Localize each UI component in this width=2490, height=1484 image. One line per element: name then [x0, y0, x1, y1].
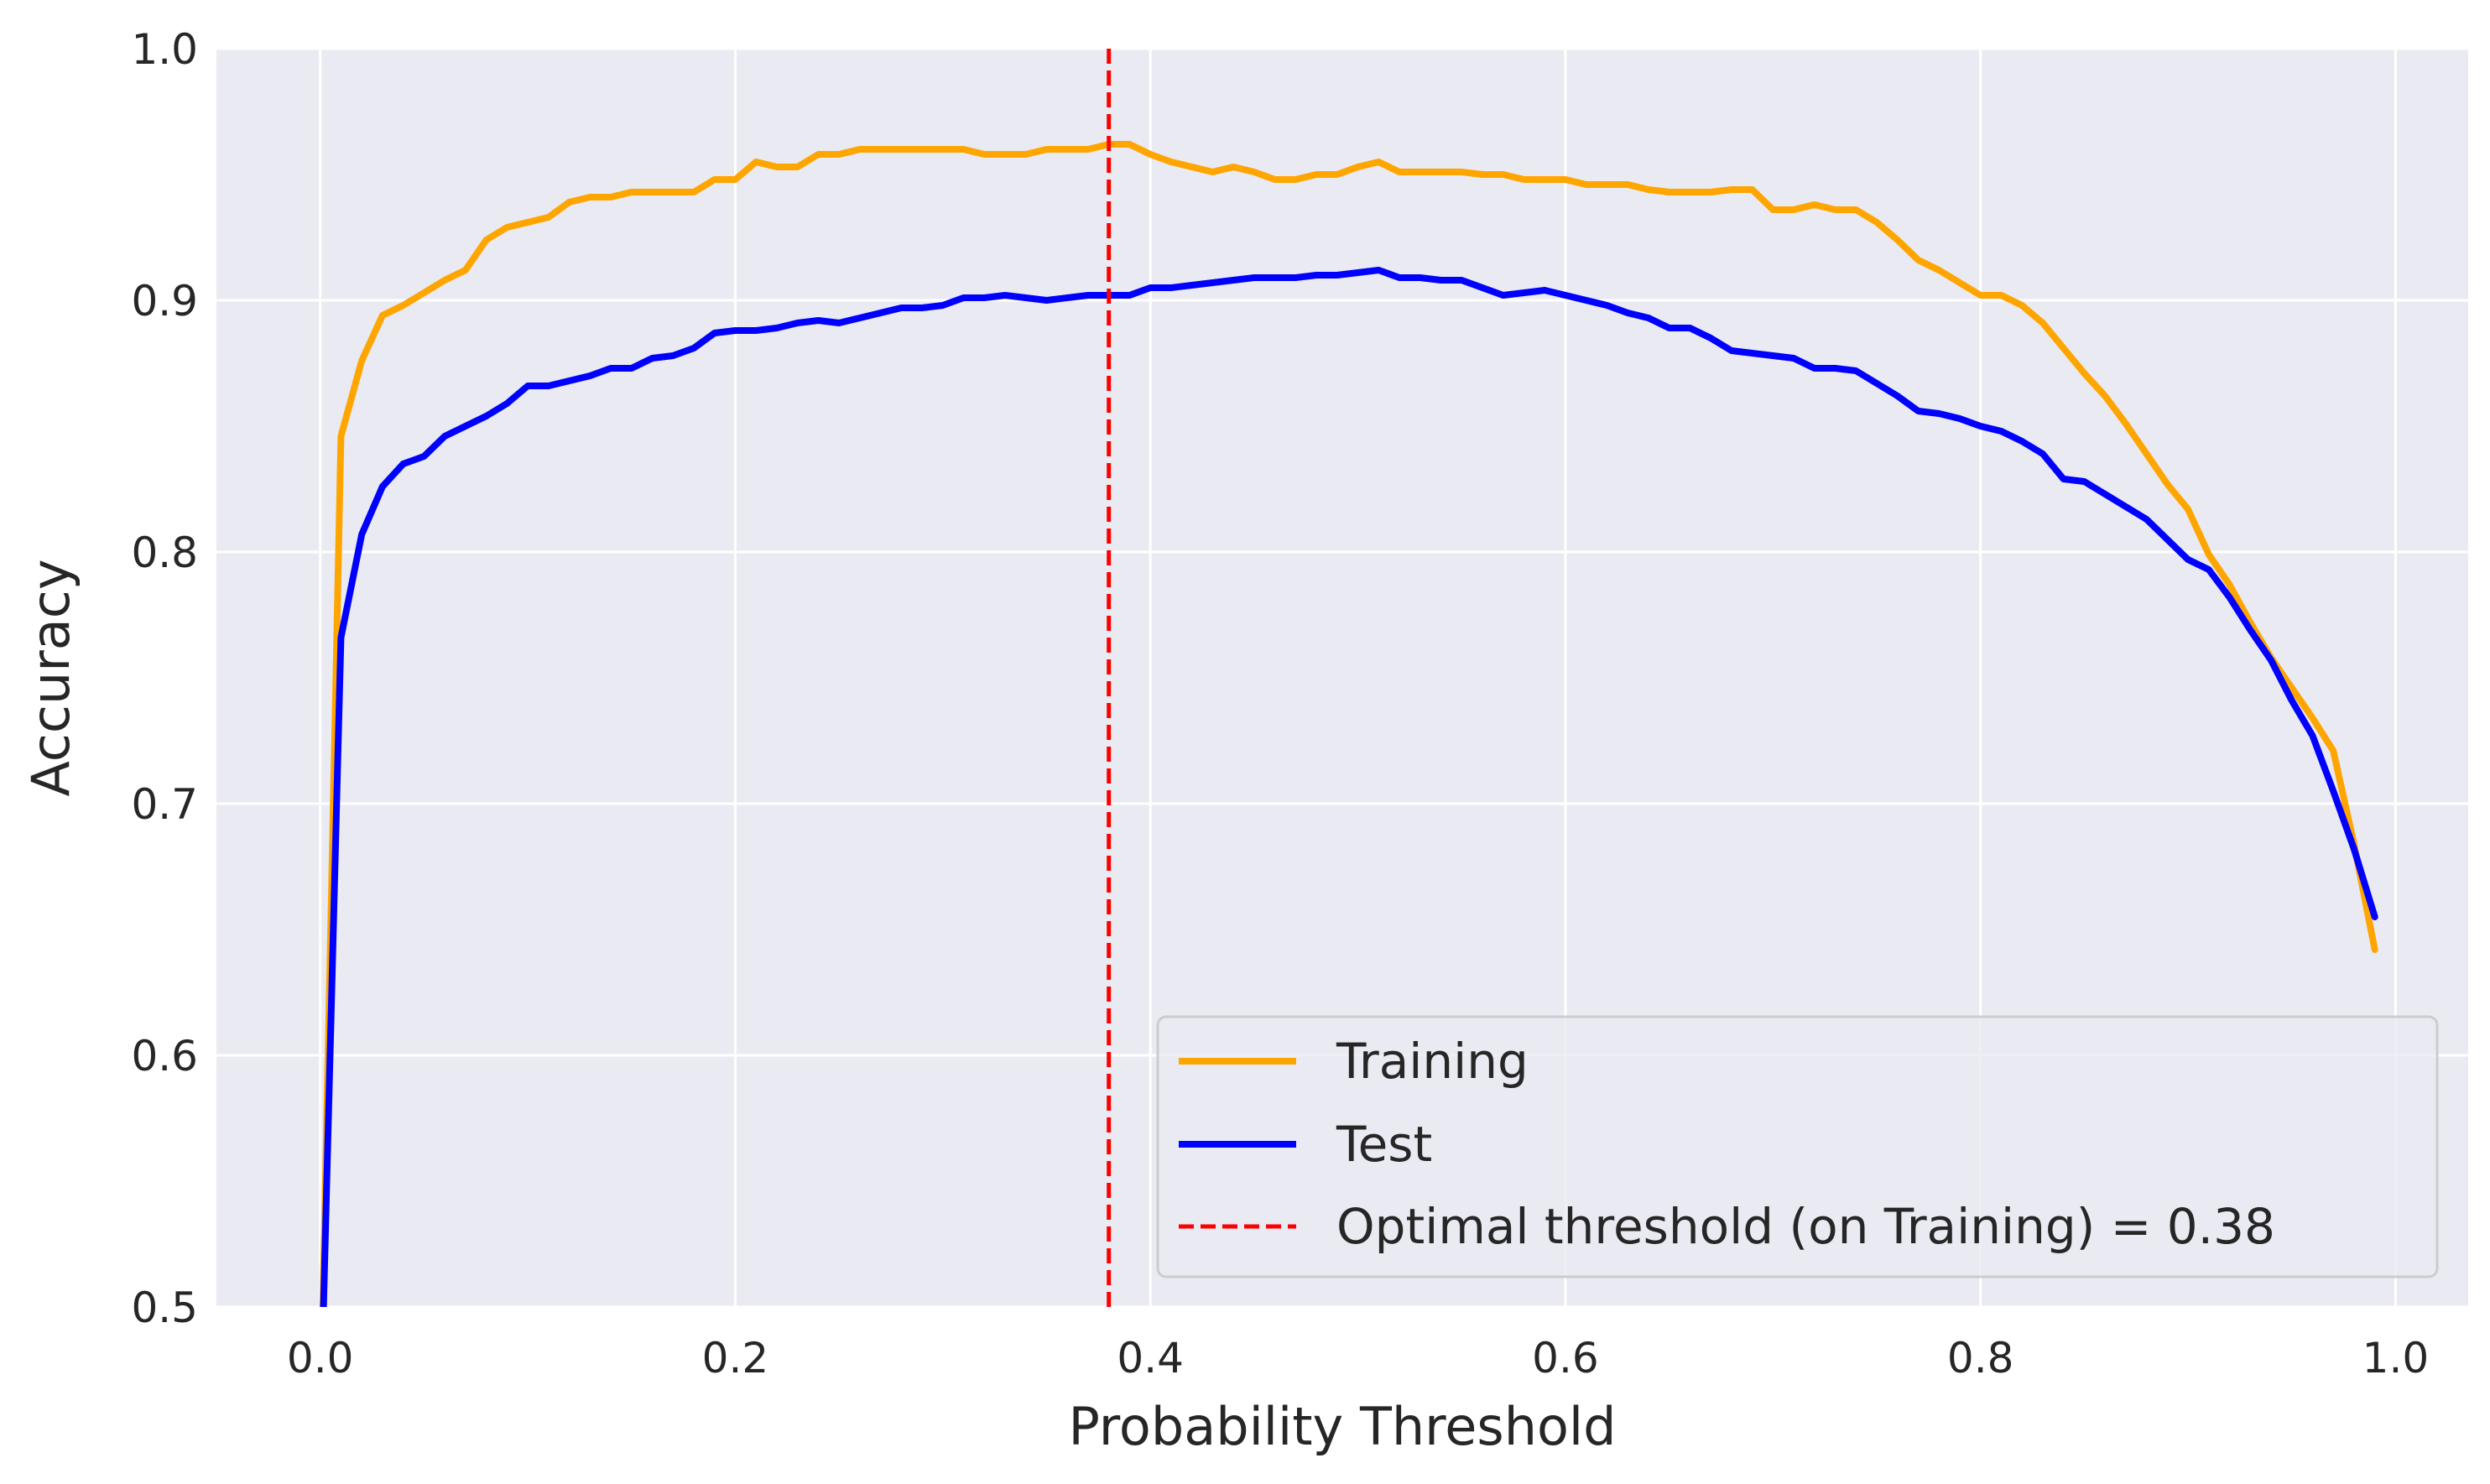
series-line-test	[320, 267, 2378, 1307]
x-tick-label: 0.8	[1947, 1334, 2014, 1382]
x-tick-label: 0.4	[1117, 1334, 1184, 1382]
x-tick-label: 0.6	[1532, 1334, 1599, 1382]
legend-label-training: Training	[1336, 1033, 1529, 1090]
x-axis-label: Probability Threshold	[1069, 1396, 1617, 1457]
y-tick-label: 0.5	[131, 1284, 198, 1332]
y-tick-label: 0.6	[131, 1032, 198, 1080]
tick-labels: 0.0 0.2 0.4 0.6 0.8 1.0 0.5 0.6 0.7 0.8 0.9 1.0	[131, 25, 2429, 1382]
legend-label-optimal-threshold: Optimal threshold (on Training) = 0.38	[1336, 1198, 2275, 1255]
y-tick-label: 0.7	[131, 780, 198, 829]
y-tick-label: 0.8	[131, 529, 198, 577]
y-tick-label: 1.0	[131, 25, 198, 74]
series-line-training	[319, 141, 2378, 1307]
x-tick-label: 0.0	[287, 1334, 354, 1382]
y-tick-label: 0.9	[131, 277, 198, 325]
legend-box	[1156, 1015, 2439, 1278]
x-tick-label: 0.2	[702, 1334, 769, 1382]
grid-lines	[216, 47, 2468, 1309]
legend: Training Test Optimal threshold (on Trai…	[1156, 1015, 2439, 1278]
series-layer	[319, 49, 2378, 1307]
legend-label-test: Test	[1336, 1116, 1432, 1173]
y-axis-label: Accuracy	[20, 559, 81, 796]
x-tick-label: 1.0	[2362, 1334, 2430, 1382]
